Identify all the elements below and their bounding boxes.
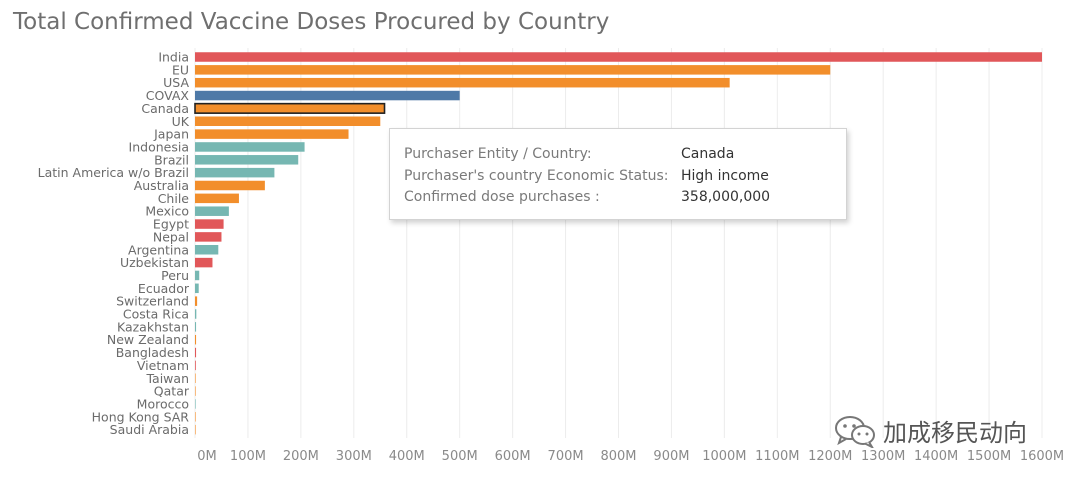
x-tick-label: 1300M [861, 449, 905, 464]
category-label: Argentina [128, 242, 189, 257]
bar[interactable] [195, 180, 265, 191]
bar[interactable] [195, 142, 305, 152]
category-label: Costa Rica [123, 307, 189, 322]
category-label: Switzerland [116, 294, 189, 309]
chart-title: Total Confirmed Vaccine Doses Procured b… [13, 9, 610, 35]
category-labels: IndiaEUUSACOVAXCanadaUKJapanIndonesiaBra… [38, 50, 190, 438]
x-tick-label: 900M [653, 449, 689, 464]
tooltip-label: Purchaser Entity / Country: [404, 146, 592, 162]
bar[interactable] [195, 334, 197, 345]
category-label: Taiwan [145, 371, 189, 386]
bar[interactable] [195, 245, 219, 255]
x-tick-label: 200M [283, 449, 319, 464]
x-tick-label: 1400M [914, 449, 958, 464]
bar[interactable] [195, 167, 275, 178]
bar[interactable] [195, 360, 196, 371]
bar[interactable] [195, 296, 198, 306]
tooltip-value: High income [681, 168, 769, 184]
category-label: New Zealand [107, 332, 189, 347]
tooltip-row-entity: Purchaser Entity / Country: Canada [404, 146, 734, 162]
x-tick-label: 1500M [967, 449, 1011, 464]
category-label: Egypt [153, 217, 189, 232]
category-label: India [158, 50, 189, 65]
bar[interactable] [195, 347, 197, 358]
tooltip: Purchaser Entity / Country: Canada Purcha… [389, 128, 847, 220]
bars-layer [194, 52, 1042, 435]
bar[interactable] [194, 102, 386, 114]
bar[interactable] [195, 257, 213, 268]
x-tick-label: 400M [389, 449, 425, 464]
category-label: Kazakhstan [117, 319, 189, 334]
x-tick-label: 600M [495, 449, 531, 464]
bar[interactable] [195, 129, 349, 139]
category-label: Morocco [137, 396, 189, 411]
bar[interactable] [195, 399, 196, 409]
bar[interactable] [195, 412, 196, 422]
category-label: Ecuador [138, 281, 190, 296]
bar[interactable] [195, 155, 299, 165]
category-label: Mexico [145, 204, 189, 219]
category-label: Saudi Arabia [110, 422, 189, 437]
category-label: Bangladesh [116, 345, 189, 360]
bar[interactable] [195, 322, 197, 332]
x-tick-label: 1100M [755, 449, 799, 464]
category-label: Indonesia [129, 139, 189, 154]
bar[interactable] [195, 193, 239, 204]
x-tick-label: 1200M [808, 449, 852, 464]
x-tick-label: 1000M [702, 449, 746, 464]
category-label: EU [172, 62, 189, 77]
category-label: Japan [153, 127, 189, 142]
category-label: Canada [141, 101, 189, 116]
bar[interactable] [195, 219, 224, 229]
bar[interactable] [195, 424, 196, 435]
x-axis-ticks: 0M 100M 200M 300M 400M 500M 600M 700M 800M 900M 10… [197, 449, 1064, 464]
watermark-text: 加成移民动向 [883, 419, 1027, 447]
category-label: Brazil [154, 152, 189, 167]
x-tick-label: 700M [548, 449, 584, 464]
tooltip-label: Confirmed dose purchases : [404, 189, 600, 205]
category-label: Nepal [153, 229, 189, 244]
x-tick-label: 100M [230, 449, 266, 464]
tooltip-row-dose-purchases: Confirmed dose purchases : 358,000,000 [404, 189, 770, 205]
x-tick-label: 800M [600, 449, 636, 464]
bar[interactable] [195, 77, 730, 88]
watermark: 加成移民动向 [833, 413, 1027, 448]
tooltip-value: 358,000,000 [681, 189, 771, 205]
x-tick-label: 500M [442, 449, 478, 464]
bar[interactable] [195, 386, 196, 396]
tooltip-value: Canada [681, 146, 735, 162]
x-tick-label: 300M [336, 449, 372, 464]
category-label: Latin America w/o Brazil [38, 165, 189, 180]
bar[interactable] [195, 373, 196, 384]
bar[interactable] [195, 116, 381, 127]
category-label: COVAX [146, 88, 190, 103]
bar[interactable] [195, 309, 197, 319]
bar[interactable] [195, 90, 460, 101]
category-label: Australia [134, 178, 189, 193]
category-label: USA [163, 75, 189, 90]
tooltip-row-economic-status: Purchaser's country Economic Status: High… [404, 168, 769, 184]
category-label: UK [172, 114, 190, 129]
category-label: Uzbekistan [120, 255, 189, 270]
tooltip-label: Purchaser's country Economic Status: [404, 168, 669, 184]
bar[interactable] [195, 283, 199, 294]
category-label: Chile [158, 191, 190, 206]
x-tick-label: 0M [197, 449, 217, 464]
wechat-icon [835, 415, 875, 448]
x-tick-label: 1600M [1020, 449, 1064, 464]
bar[interactable] [195, 270, 200, 281]
category-label: Vietnam [137, 358, 189, 373]
bar[interactable] [195, 206, 229, 216]
bar[interactable] [195, 52, 1042, 62]
bar[interactable] [195, 65, 831, 75]
category-label: Peru [161, 268, 189, 283]
category-label: Qatar [154, 384, 190, 399]
category-label: Hong Kong SAR [92, 409, 190, 424]
bar[interactable] [195, 232, 222, 242]
